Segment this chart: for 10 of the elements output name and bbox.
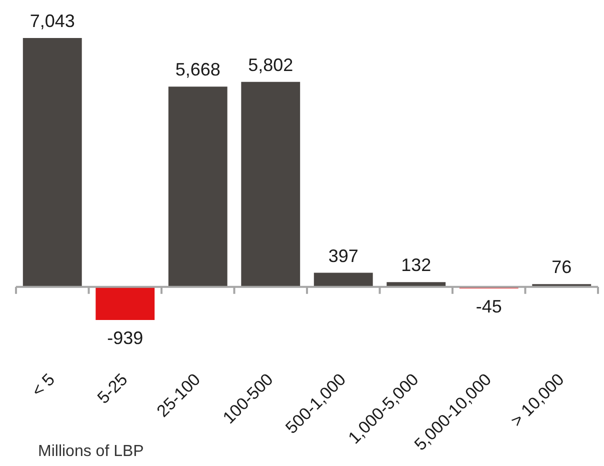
data-label: 132: [401, 255, 432, 276]
data-label: 5,802: [248, 54, 294, 75]
data-label: 76: [552, 257, 572, 278]
data-label: 397: [328, 246, 358, 266]
data-label: -939: [107, 328, 144, 348]
data-label: 7,043: [30, 11, 75, 31]
x-axis-title: Millions of LBP: [38, 443, 144, 461]
x-tick-label: < 5: [28, 370, 59, 400]
data-label: -45: [476, 296, 502, 316]
data-label: 5,668: [175, 60, 220, 80]
